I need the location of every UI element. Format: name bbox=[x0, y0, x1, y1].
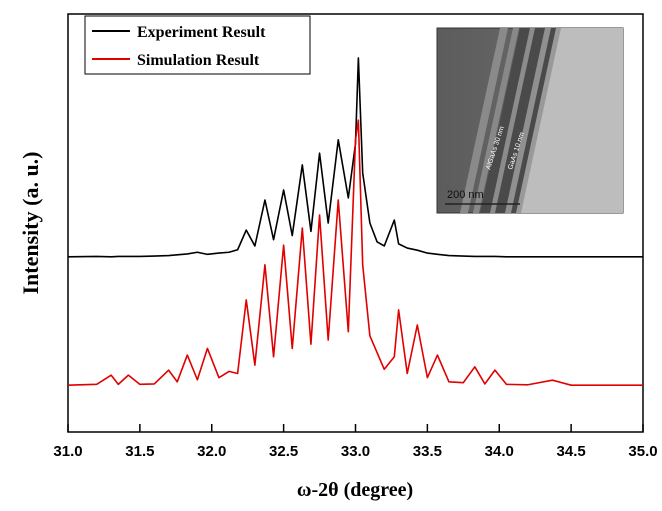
x-tick-label: 34.0 bbox=[485, 443, 514, 460]
x-tick-label: 34.5 bbox=[557, 443, 586, 460]
inset-image: 200 nm AlGaAs 30 nm GaAs 10 nm bbox=[436, 27, 624, 214]
legend-label: Experiment Result bbox=[137, 24, 266, 41]
legend-label: Simulation Result bbox=[137, 52, 260, 69]
scale-bar-label: 200 nm bbox=[447, 189, 484, 201]
x-tick-label: 32.5 bbox=[269, 443, 298, 460]
x-tick-label: 31.5 bbox=[125, 443, 154, 460]
data-line bbox=[67, 119, 643, 386]
x-tick-label: 35.0 bbox=[628, 443, 657, 460]
x-axis-label: ω-2θ (degree) bbox=[297, 479, 413, 501]
legend bbox=[84, 15, 311, 75]
x-tick-label: 31.0 bbox=[53, 443, 82, 460]
x-tick-label: 33.5 bbox=[413, 443, 442, 460]
data-line bbox=[67, 57, 643, 258]
y-axis-label: Intensity (a. u.) bbox=[18, 151, 43, 294]
x-tick-label: 32.0 bbox=[197, 443, 226, 460]
x-tick-label: 33.0 bbox=[341, 443, 370, 460]
